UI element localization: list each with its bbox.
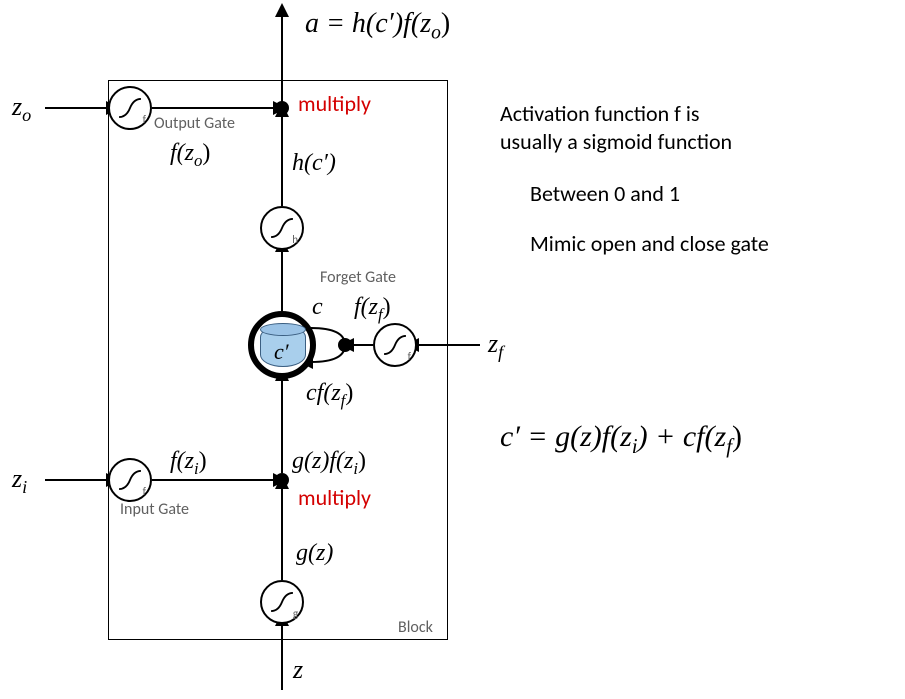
label-f-zi: f(zi) [170,448,207,479]
h-to-topdot-line [281,115,283,206]
equation-cprime: c′ = g(z)f(zi) + cf(zf) [500,420,742,459]
label-f-zf: f(zf) [354,294,391,325]
label-gz-fzi: g(z)f(zi) [292,448,366,479]
gate-letter-input: f [143,485,146,498]
forget-gate-sigmoid: f [373,323,417,367]
a-out-line [281,15,283,80]
h-activation: h [260,206,304,250]
note-line2: usually a sigmoid function [500,128,732,155]
label-g-z: g(z) [296,540,333,567]
label-f-zo: f(zo) [170,140,210,171]
block-label: Block [398,618,433,637]
equation-a: a = h(c′)f(zo) [305,8,450,45]
note-line1: Activation function f is [500,100,700,127]
forget-gate-label: Forget Gate [320,268,396,287]
zi-in-line [45,479,108,481]
output-gate-sigmoid: f [108,86,152,130]
zo-in-line [45,107,108,109]
label-zf: zf [488,329,503,363]
label-zi: zi [12,464,27,498]
gate-letter-h: h [292,233,298,246]
mem-to-h-line [281,250,283,311]
note-line3: Between 0 and 1 [530,180,680,207]
forget-to-fdot-line [352,344,373,346]
note-line4: Mimic open and close gate [530,230,769,257]
gate-letter-output: f [143,113,146,126]
g-to-botdot-line [281,487,283,580]
gate-letter-forget: f [408,350,411,363]
zf-in-line [417,344,480,346]
label-cf-zf: cf(zf) [306,380,353,411]
multiply-dot-forget [338,338,352,352]
multiply-label-bottom: multiply [298,484,371,511]
label-zo: zo [12,92,31,126]
a-out-arrowhead [275,3,289,17]
output-gate-label: Output Gate [154,114,235,133]
label-c: c [312,294,323,321]
input-gate-label: Input Gate [120,500,189,519]
label-h-cprime: h(c′) [292,150,336,177]
output-to-topdot-line [152,107,275,109]
multiply-dot-bottom [275,473,289,487]
botdot-to-mem-line [281,379,283,473]
input-to-botdot-line [152,479,275,481]
multiply-label-top: multiply [298,90,371,117]
memory-cell-label: c′ [274,339,289,365]
input-gate-sigmoid: f [108,458,152,502]
multiply-dot-top [275,101,289,115]
z-in-line [281,624,283,690]
gate-letter-g: g [293,607,298,620]
label-z: z [293,655,303,685]
g-activation: g [260,580,304,624]
